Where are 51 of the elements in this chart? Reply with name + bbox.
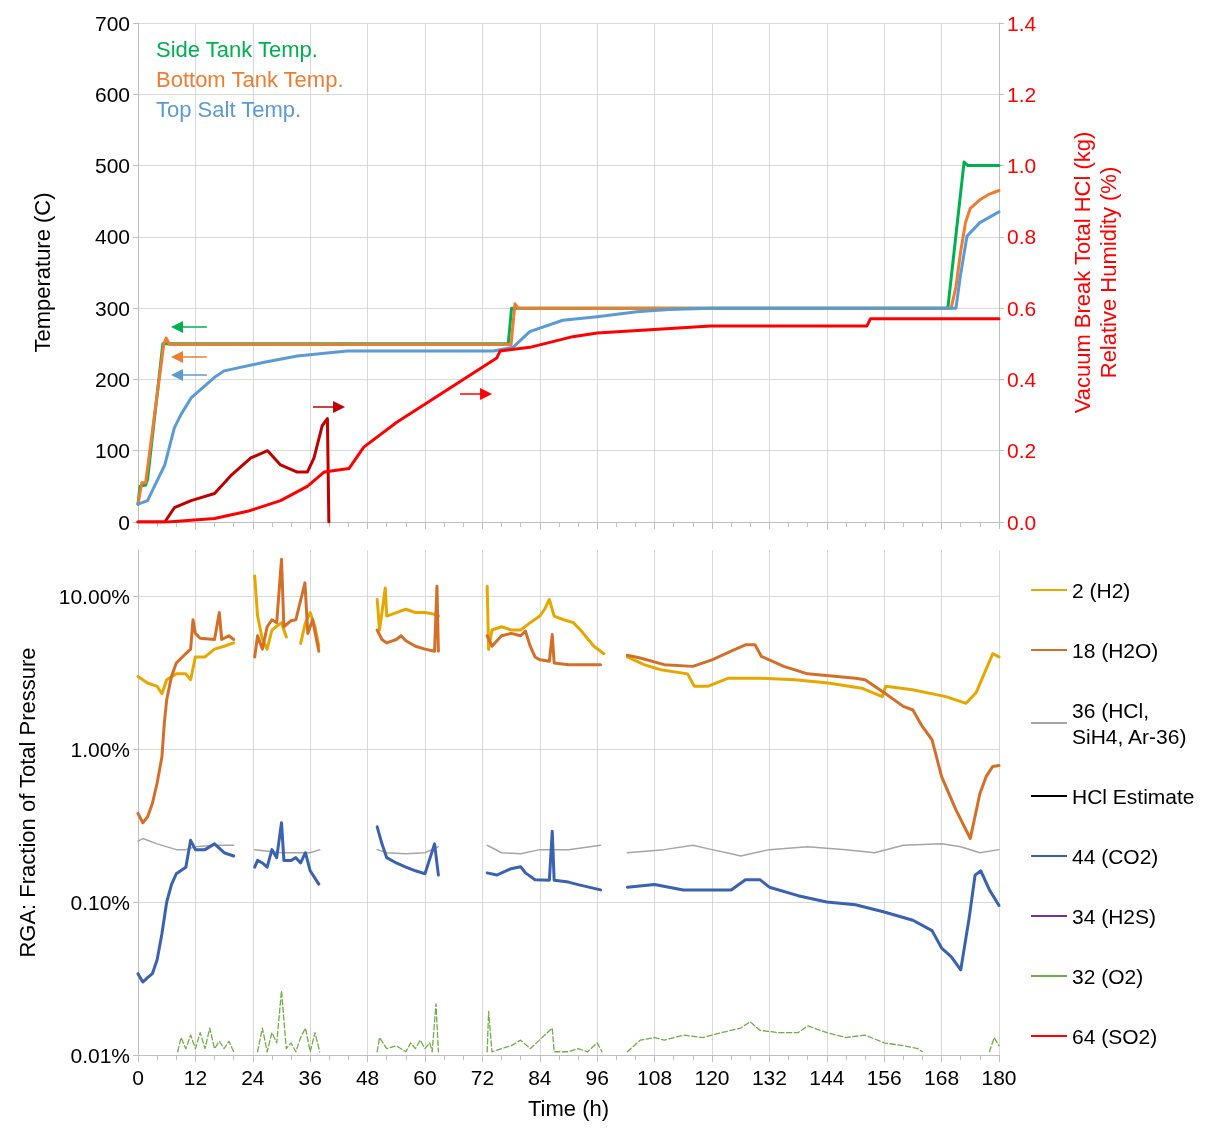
y2-tick-label: 0.8 [1007,225,1037,249]
y-tick-label: 300 [94,296,130,320]
x-tick-label: 72 [470,1066,495,1089]
y2-tick-label: 0.2 [1007,439,1037,463]
y2-tick-label: 1.0 [1007,154,1037,178]
y-tick-label: 200 [94,367,130,391]
legend-label: 2 (H2) [1072,578,1131,602]
y-tick-label: 10.00% [58,584,130,608]
y-axis-title: RGA: Fraction of Total Pressure [14,647,40,958]
legend-label: 32 (O2) [1072,964,1144,988]
y2-tick-label: 0.4 [1007,367,1037,391]
y-tick-label: 0.01% [70,1043,130,1067]
y2-tick-label: 1.2 [1007,82,1037,106]
legend-label: 64 (SO2) [1072,1024,1158,1048]
x-tick-label: 168 [924,1066,960,1089]
text: Bottom Tank Temp. [156,66,344,92]
y-tick-label: 600 [94,82,130,106]
y-tick-label: 100 [94,439,130,463]
y-tick-label: 0.10% [70,890,130,914]
legend-label: 18 (H2O) [1072,638,1159,662]
x-tick-label: 84 [528,1066,552,1089]
y-tick-label: 400 [94,225,130,249]
x-tick-label: 24 [241,1066,265,1089]
y-tick-label: 500 [94,154,130,178]
y2-tick-label: 1.4 [1007,11,1037,35]
x-tick-label: 156 [866,1066,902,1089]
y2-tick-label: 0.0 [1007,510,1037,534]
legend-label: HCl Estimate [1072,784,1195,808]
x-tick-label: 36 [298,1066,322,1089]
x-tick-label: 48 [355,1066,380,1089]
y2-tick-label: 0.6 [1007,296,1037,320]
y-tick-label: 700 [94,11,130,35]
x-tick-label: 0 [132,1066,144,1089]
x-tick-label: 12 [183,1066,208,1089]
x-tick-label: 108 [637,1066,673,1089]
y-axis-title: Temperature (C) [29,192,55,353]
x-tick-label: 144 [809,1066,845,1089]
legend-label: 44 (CO2) [1072,844,1159,868]
y-tick-label: 0 [118,510,130,534]
y2-axis-title: Vacuum Break Total HCl (kg) Relative Humidity (%) [1069,131,1121,414]
legend-label: 34 (H2S) [1072,904,1157,928]
x-tick-label: 120 [694,1066,730,1089]
x-tick-label: 132 [751,1066,787,1089]
x-tick-label: 60 [413,1066,437,1089]
y-tick-label: 1.00% [70,737,130,761]
x-axis-title: Time (h) [527,1095,610,1121]
x-tick-label: 180 [981,1066,1017,1089]
legend-label: 36 (HCl, SiH4, Ar-36) [1072,698,1187,748]
text: Top Salt Temp. [156,96,302,122]
text: Side Tank Temp. [156,36,318,62]
x-tick-label: 96 [585,1066,609,1089]
